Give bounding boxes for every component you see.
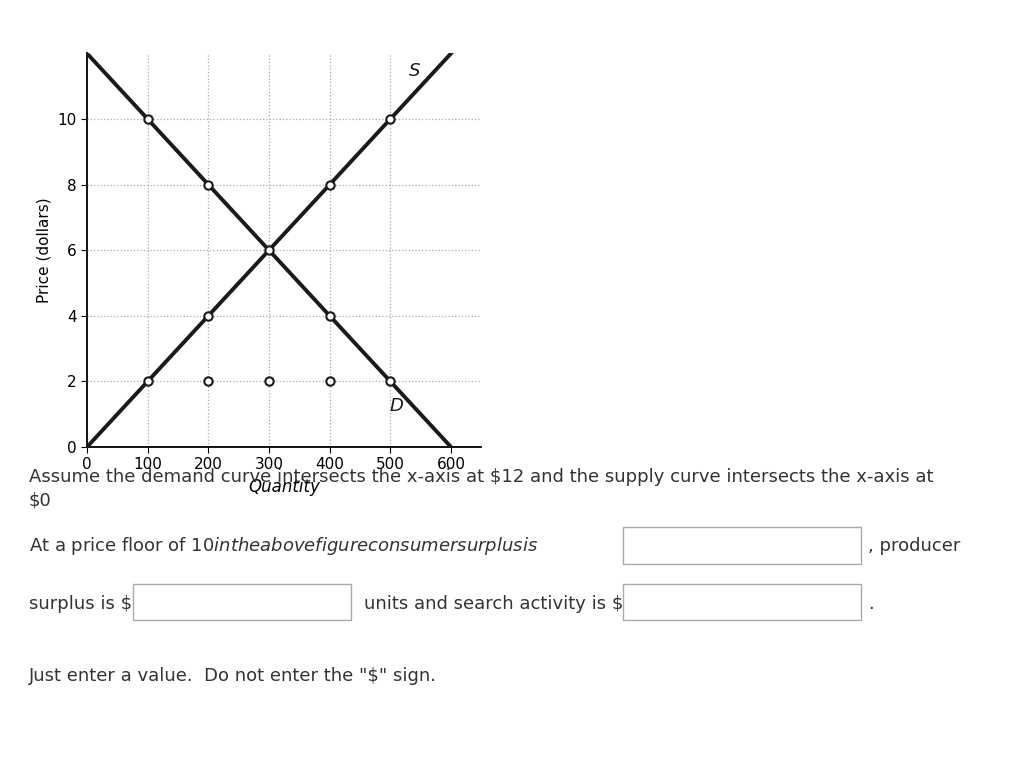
- Text: .: .: [868, 594, 874, 613]
- Text: , producer: , producer: [868, 537, 961, 555]
- Text: D: D: [389, 397, 403, 415]
- Text: surplus is $: surplus is $: [29, 594, 132, 613]
- Text: At a price floor of $10 in the above figure consumer surplus is $: At a price floor of $10 in the above fig…: [29, 536, 538, 557]
- Text: $0: $0: [29, 491, 51, 510]
- Text: Assume the demand curve intersects the x-axis at $12 and the supply curve inters: Assume the demand curve intersects the x…: [29, 468, 933, 487]
- Text: units and search activity is $: units and search activity is $: [364, 594, 623, 613]
- Text: Just enter a value.  Do not enter the "$" sign.: Just enter a value. Do not enter the "$"…: [29, 667, 436, 685]
- Text: S: S: [409, 63, 420, 80]
- Y-axis label: Price (dollars): Price (dollars): [37, 197, 52, 303]
- X-axis label: Quantity: Quantity: [248, 478, 321, 496]
